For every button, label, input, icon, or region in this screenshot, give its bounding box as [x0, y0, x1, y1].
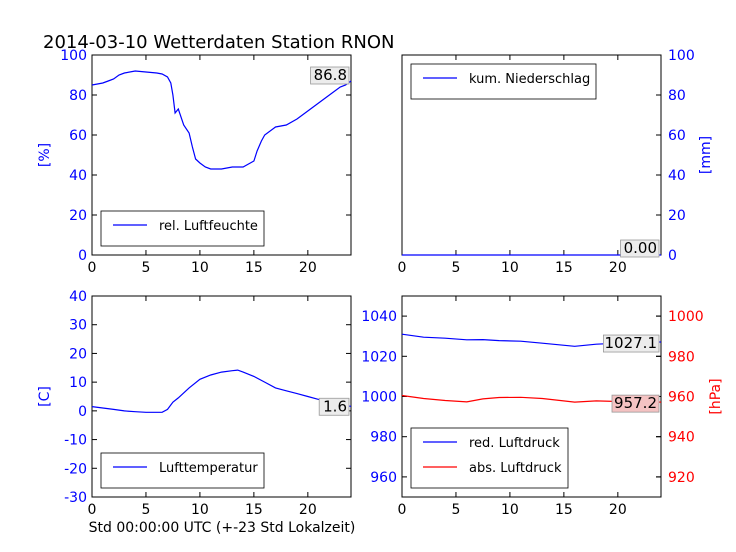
panel-precipitation: [401, 54, 662, 258]
panel-pressure: [401, 295, 662, 498]
y-tick-label: 10: [69, 375, 87, 391]
x-tick-label: 20: [609, 260, 627, 276]
series-line-rel--luftfeuchte: [91, 70, 352, 170]
y-tick-label: 20: [69, 346, 87, 362]
y-tick-label: 80: [69, 88, 87, 104]
x-tick-label: 15: [555, 502, 573, 518]
plot-frame: [91, 54, 352, 256]
y-tick-label: 980: [370, 430, 397, 446]
x-tick-label: 15: [245, 260, 263, 276]
y-tick-label: 1020: [361, 349, 397, 365]
x-tick-label: 10: [191, 260, 209, 276]
y-tick-label: 60: [668, 128, 686, 144]
x-tick-label: 20: [299, 260, 317, 276]
y-tick-label: 30: [69, 318, 87, 334]
panel-humidity: [91, 54, 352, 256]
value-annotation-box: [310, 66, 350, 85]
legend-box: [410, 427, 569, 489]
x-tick-label: 5: [451, 502, 460, 518]
x-tick-label: 15: [245, 502, 263, 518]
y-tick-label: 60: [69, 128, 87, 144]
x-axis-label: Std 00:00:00 UTC (+-23 Std Lokalzeit): [89, 520, 356, 536]
value-annotation: 1027.1: [605, 334, 658, 352]
legend-label: kum. Niederschlag: [469, 72, 590, 87]
y2-tick-label: 920: [668, 470, 695, 486]
y-tick-label: 0: [78, 248, 87, 264]
y-tick-label: 0: [78, 404, 87, 420]
x-tick-label: 10: [191, 502, 209, 518]
y2-axis-label: [hPa]: [708, 378, 724, 414]
y2-tick-label: 980: [668, 349, 695, 365]
y2-tick-label: 1000: [668, 309, 704, 325]
legend-label: abs. Luftdruck: [469, 461, 562, 476]
x-tick-label: 0: [398, 502, 407, 518]
series-line-lufttemperatur: [91, 369, 352, 413]
y-tick-label: 1040: [361, 309, 397, 325]
y-tick-label: 960: [370, 470, 397, 486]
y-tick-label: 20: [69, 208, 87, 224]
legend-label: rel. Luftfeuchte: [159, 219, 258, 234]
y2-tick-label: 960: [668, 390, 695, 406]
x-tick-label: 5: [141, 260, 150, 276]
plot-frame: [91, 295, 352, 498]
value-annotation-box: [603, 334, 660, 353]
value-annotation: 86.8: [314, 66, 347, 84]
value-annotation-box: [620, 239, 660, 258]
legend-box: [100, 210, 265, 247]
y-tick-label: 1000: [361, 390, 397, 406]
y-tick-label: 100: [668, 48, 695, 64]
value-annotation: 957.2: [614, 394, 657, 412]
y-axis-label: [C]: [37, 386, 53, 407]
legend-box: [410, 63, 597, 100]
y-tick-label: 80: [668, 88, 686, 104]
y-tick-label: -10: [64, 433, 87, 449]
y-tick-label: 40: [69, 168, 87, 184]
x-tick-label: 0: [88, 260, 97, 276]
y-tick-label: 0: [668, 248, 677, 264]
x-tick-label: 10: [501, 502, 519, 518]
x-tick-label: 0: [88, 502, 97, 518]
y-axis-label: [mm]: [698, 136, 714, 174]
value-annotation: 0.00: [624, 239, 657, 257]
x-tick-label: 15: [555, 260, 573, 276]
y-tick-label: -30: [64, 490, 87, 506]
value-annotation: 1.6: [323, 397, 347, 415]
figure-title: 2014-03-10 Wetterdaten Station RNON: [43, 32, 394, 53]
legend-label: red. Luftdruck: [469, 436, 560, 451]
y-tick-label: 20: [668, 208, 686, 224]
y-tick-label: 40: [69, 289, 87, 305]
y-tick-label: 40: [668, 168, 686, 184]
y2-tick-label: 940: [668, 430, 695, 446]
x-tick-label: 20: [299, 502, 317, 518]
y-tick-label: -20: [64, 461, 87, 477]
value-annotation-box: [318, 397, 350, 416]
x-tick-label: 0: [398, 260, 407, 276]
y-axis-label: [%]: [37, 143, 53, 167]
value-annotation-box: [611, 394, 660, 413]
legend-box: [100, 452, 265, 489]
legend-label: Lufttemperatur: [159, 461, 258, 476]
x-tick-label: 20: [609, 502, 627, 518]
y-tick-label: 100: [60, 48, 87, 64]
panel-temperature: [91, 295, 352, 498]
x-tick-label: 5: [141, 502, 150, 518]
x-tick-label: 10: [501, 260, 519, 276]
x-tick-label: 5: [451, 260, 460, 276]
